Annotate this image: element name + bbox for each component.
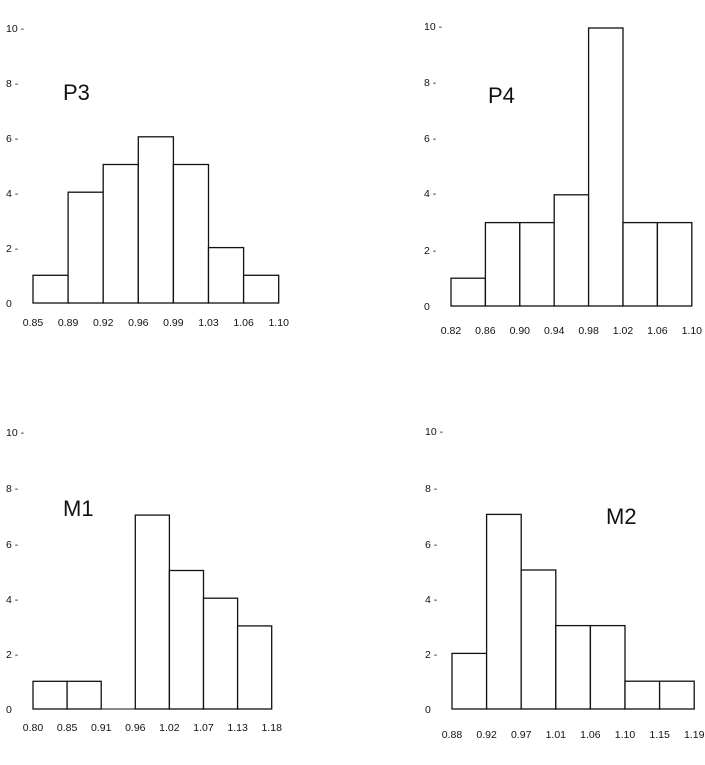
- x-tick-label: 1.07: [193, 722, 214, 734]
- x-tick-label: 0.96: [128, 317, 149, 329]
- histogram-bar: [450, 277, 487, 307]
- x-tick-label: 0.89: [58, 317, 79, 329]
- x-tick-label: 1.06: [647, 325, 668, 337]
- y-tick-label: 0: [6, 298, 12, 310]
- panel-m2: 0 2 - 4 - 6 - 8 - 10 - 0.88 0.92 0.97 1.01 1.06 1.1…: [425, 426, 705, 741]
- y-tick-label: 8 -: [425, 483, 438, 495]
- histogram-bar: [32, 680, 68, 710]
- x-tick-label: 1.10: [682, 325, 703, 337]
- y-tick-label: 2 -: [6, 243, 19, 255]
- panel-title: M1: [63, 496, 94, 521]
- y-tick-label: 4 -: [424, 188, 437, 200]
- histogram-bar: [32, 274, 69, 304]
- x-tick-label: 0.97: [511, 729, 532, 741]
- x-tick-label: 1.02: [613, 325, 634, 337]
- y-tick-label: 6 -: [6, 133, 19, 145]
- histogram-bar: [134, 514, 171, 710]
- x-tick-label: 1.03: [198, 317, 219, 329]
- histogram-bar: [658, 680, 695, 710]
- x-tick-label: 1.10: [615, 729, 636, 741]
- panel-p4: 0 2 - 4 - 6 - 8 - 10 - 0.82 0.86 0.90 0.94 0.98 1.0…: [424, 21, 702, 337]
- x-tick-label: 0.82: [441, 325, 462, 337]
- x-tick-label: 0.94: [544, 325, 565, 337]
- y-tick-label: 0: [6, 704, 12, 716]
- y-tick-label: 6 -: [424, 133, 437, 145]
- y-tick-label: 4 -: [6, 594, 19, 606]
- panel-title: M2: [606, 504, 637, 529]
- histogram-bar: [207, 246, 245, 304]
- y-tick-label: 8 -: [6, 78, 19, 90]
- y-tick-label: 10 -: [6, 23, 25, 35]
- histogram-bar: [236, 625, 273, 710]
- y-tick-label: 2 -: [425, 649, 438, 661]
- histogram-bar: [484, 221, 521, 307]
- histogram-bar: [555, 624, 592, 710]
- x-tick-label: 1.18: [261, 722, 282, 734]
- panel-title: P3: [63, 80, 90, 105]
- y-tick-label: 10 -: [425, 426, 444, 438]
- histogram-bar: [242, 274, 280, 304]
- x-tick-label: 1.13: [227, 722, 248, 734]
- y-tick-label: 2 -: [424, 245, 437, 257]
- x-tick-label: 1.01: [546, 729, 567, 741]
- histogram-bar: [137, 136, 175, 304]
- y-tick-label: 10 -: [424, 21, 443, 33]
- y-tick-label: 0: [424, 301, 430, 313]
- x-tick-label: 1.06: [580, 729, 601, 741]
- x-tick-label: 0.92: [476, 729, 497, 741]
- x-tick-label: 0.90: [510, 325, 531, 337]
- x-tick-label: 0.96: [125, 722, 146, 734]
- histogram-bar: [67, 191, 104, 304]
- x-tick-label: 0.99: [163, 317, 184, 329]
- histogram-bar: [202, 597, 239, 710]
- y-tick-label: 10 -: [6, 427, 25, 439]
- y-tick-label: 6 -: [425, 539, 438, 551]
- x-tick-label: 0.85: [23, 317, 44, 329]
- x-tick-label: 0.92: [93, 317, 114, 329]
- panel-p3: 0 2 - 4 - 6 - 8 - 10 - 0.85 0.89 0.92 0.96 0.99 1.0…: [6, 23, 289, 329]
- y-tick-label: 6 -: [6, 539, 19, 551]
- x-tick-label: 1.10: [268, 317, 289, 329]
- histogram-bar: [553, 194, 590, 307]
- histogram-bar: [587, 27, 624, 307]
- histogram-bar: [656, 221, 693, 307]
- histogram-bar: [520, 569, 557, 710]
- y-tick-label: 2 -: [6, 649, 19, 661]
- x-tick-label: 0.88: [442, 729, 463, 741]
- histogram-bar: [451, 652, 488, 710]
- x-tick-label: 1.06: [233, 317, 254, 329]
- histogram-bar: [589, 624, 626, 710]
- panel-m1: 0 2 - 4 - 6 - 8 - 10 - 0.80 0.85 0.91 0.96 1.02 1.0…: [6, 427, 282, 734]
- x-tick-label: 0.85: [57, 722, 78, 734]
- histogram-bar: [485, 513, 522, 710]
- y-tick-label: 4 -: [6, 188, 19, 200]
- histogram-bar: [519, 221, 555, 307]
- x-tick-label: 1.02: [159, 722, 180, 734]
- panel-title: P4: [488, 83, 515, 108]
- histogram-bar: [622, 221, 659, 307]
- y-tick-label: 8 -: [424, 77, 437, 89]
- histogram-bar: [66, 680, 102, 710]
- x-tick-label: 0.98: [578, 325, 599, 337]
- histogram-bar: [102, 163, 139, 304]
- y-tick-label: 0: [425, 704, 431, 716]
- histogram-bar: [168, 569, 205, 710]
- histogram-bar: [624, 680, 661, 710]
- y-tick-label: 8 -: [6, 483, 19, 495]
- y-tick-label: 4 -: [425, 594, 438, 606]
- x-tick-label: 1.15: [649, 729, 670, 741]
- x-tick-label: 0.80: [23, 722, 44, 734]
- histogram-bar: [172, 163, 210, 304]
- x-tick-label: 0.86: [475, 325, 496, 337]
- x-tick-label: 0.91: [91, 722, 112, 734]
- x-tick-label: 1.19: [684, 729, 705, 741]
